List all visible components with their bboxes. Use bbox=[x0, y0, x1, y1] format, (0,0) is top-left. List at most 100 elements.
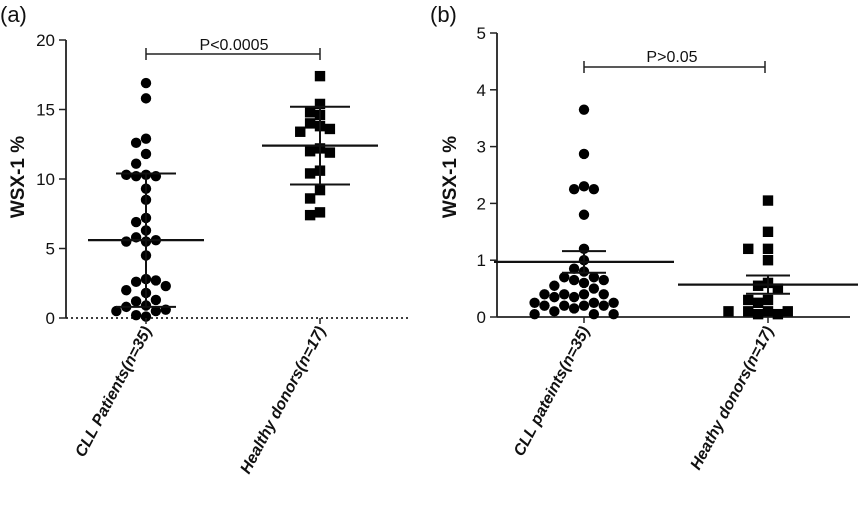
panel-a-series-0-point-27 bbox=[130, 296, 142, 307]
panel-a-series-1-point-1 bbox=[314, 98, 326, 110]
panel-b-y-tick-label-2: 2 bbox=[477, 194, 486, 213]
panel-b-series-0-point-32 bbox=[588, 308, 600, 320]
panel-b-series-0-point-27 bbox=[559, 300, 570, 311]
panel-a-series-1-point-7 bbox=[295, 126, 306, 137]
panel-b-significance-label: P>0.05 bbox=[646, 49, 697, 66]
panel-a-series-1-point-13 bbox=[314, 184, 326, 196]
panel-a-series-0-point-3 bbox=[130, 137, 142, 149]
panel-b-y-axis-title: WSX-1 % bbox=[440, 136, 461, 218]
panel-b: (b) WSX-1 % 0 1 2 3 4 5 P>0.05 CLL pateints(n… bbox=[430, 2, 858, 473]
panel-b-series-0-point-21 bbox=[568, 291, 580, 303]
panel-b-series-0-point-24 bbox=[608, 297, 619, 308]
panel-b-series-0-point-2 bbox=[578, 181, 590, 192]
panel-b-series-1-point-8 bbox=[762, 294, 774, 306]
panel-b-series-1-point-11 bbox=[762, 306, 774, 317]
panel-a-series-1-point-14 bbox=[304, 193, 316, 204]
panel-b-series-1-point-7 bbox=[772, 283, 784, 294]
panel-b-series-1-point-14 bbox=[723, 306, 734, 317]
panel-a-series-0-point-24 bbox=[121, 285, 132, 296]
panel-b-series-0-point-11 bbox=[559, 272, 570, 283]
panel-a-series-0-point-34 bbox=[140, 311, 152, 322]
panel-a-series-0-point-18 bbox=[121, 236, 132, 247]
panel-a-y-axis-title: WSX-1 % bbox=[8, 136, 29, 218]
panel-b-series-1-point-0 bbox=[762, 195, 774, 206]
panel-b-series-0-point-17 bbox=[578, 289, 590, 300]
panel-a-series-0-point-28 bbox=[150, 294, 162, 306]
panel-a-y-tick-label-4: 20 bbox=[36, 31, 55, 50]
panel-b-y-tick-label-5: 5 bbox=[477, 24, 486, 43]
panel-b-series-1-point-4 bbox=[762, 255, 774, 266]
panel-b-series-0-point-28 bbox=[598, 300, 609, 311]
panel-a-y-tick-label-2: 10 bbox=[36, 170, 55, 189]
panel-a-series-0-point-0 bbox=[140, 77, 152, 89]
panel-a-series-0-point-25 bbox=[160, 280, 171, 292]
panel-b-series-0-point-16 bbox=[588, 283, 600, 294]
panel-a-y-tick-label-1: 5 bbox=[46, 240, 55, 259]
panel-b-series-0-point-14 bbox=[578, 277, 590, 289]
panel-a-series-1-point-0 bbox=[314, 70, 326, 82]
panel-b-y-tick-label-3: 3 bbox=[477, 138, 486, 157]
panel-b-series-0-point-26 bbox=[578, 300, 590, 311]
panel-b-series-1-point-15 bbox=[752, 308, 764, 320]
panel-b-series-0-point-18 bbox=[559, 289, 570, 300]
panel-b-label: (b) bbox=[430, 2, 457, 27]
panel-b-series-1-point-2 bbox=[762, 243, 774, 255]
panel-a-series-1-point-9 bbox=[304, 146, 316, 157]
panel-b-series-1-point-13 bbox=[782, 306, 793, 317]
panel-b-series-0-point-5 bbox=[578, 209, 590, 220]
panel-a-series-0-point-1 bbox=[140, 93, 152, 104]
panel-b-y-tick-label-1: 1 bbox=[477, 251, 486, 270]
panel-a-y-tick-label-0: 0 bbox=[46, 309, 55, 328]
panel-b-series-0-point-3 bbox=[568, 184, 580, 195]
panel-a-significance-label: P<0.0005 bbox=[200, 37, 269, 54]
panel-a-category-label-1: Healthy donors(n=17) bbox=[238, 324, 330, 477]
panel-b-series-1-point-6 bbox=[752, 280, 764, 291]
panel-b-series-0-point-0 bbox=[578, 104, 590, 115]
panel-b-series-0-point-29 bbox=[539, 300, 550, 311]
panel-b-series-1-point-9 bbox=[743, 294, 754, 306]
panel-a-series-0-point-4 bbox=[140, 148, 152, 160]
panel-b-y-tick-label-0: 0 bbox=[477, 308, 486, 327]
panel-b-series-0-point-31 bbox=[549, 306, 560, 317]
panel-a-series-0-point-2 bbox=[140, 133, 152, 144]
panel-a-series-0-point-13 bbox=[130, 216, 142, 228]
panel-b-series-0-point-10 bbox=[588, 272, 600, 283]
panel-a-category-label-0: CLL Patients(n=35) bbox=[72, 324, 155, 460]
panel-b-y-tick-label-4: 4 bbox=[477, 81, 486, 100]
panel-b-category-label-0: CLL pateints(n=35) bbox=[511, 324, 594, 459]
panel-a-label: (a) bbox=[0, 2, 27, 27]
panel-b-series-0-point-1 bbox=[578, 148, 590, 160]
panel-b-series-0-point-25 bbox=[529, 297, 540, 308]
panel-a-series-0-point-32 bbox=[111, 305, 122, 317]
panel-a-series-0-point-5 bbox=[130, 158, 142, 169]
panel-a-series-1-point-12 bbox=[304, 168, 316, 179]
panel-a-series-1-point-15 bbox=[314, 207, 326, 218]
panel-a-series-0-point-8 bbox=[121, 169, 132, 181]
panel-b-series-0-point-22 bbox=[549, 291, 560, 303]
panel-b-series-1-point-1 bbox=[762, 226, 774, 237]
panel-b-series-0-point-23 bbox=[588, 297, 600, 308]
panel-b-category-label-1: Heathy donors(n=17) bbox=[688, 324, 778, 473]
panel-a-series-1-point-16 bbox=[304, 209, 316, 221]
panel-a-series-1-point-4 bbox=[304, 118, 316, 129]
panel-a-series-1-point-2 bbox=[304, 107, 316, 118]
panel-b-series-0-point-33 bbox=[608, 308, 619, 320]
panel-b-series-0-point-8 bbox=[568, 263, 580, 274]
panel-b-series-0-point-30 bbox=[568, 303, 580, 314]
panel-a-series-0-point-33 bbox=[130, 310, 142, 321]
panel-b-series-0-point-34 bbox=[529, 308, 540, 320]
panel-b-series-0-point-19 bbox=[598, 289, 609, 300]
panel-b-series-0-point-15 bbox=[549, 280, 560, 291]
panel-b-series-1-point-3 bbox=[743, 243, 754, 255]
panel-b-series-1-point-12 bbox=[743, 306, 754, 317]
panel-a-series-1-point-6 bbox=[324, 123, 336, 135]
panel-b-series-0-point-20 bbox=[539, 289, 550, 300]
panel-a-series-0-point-31 bbox=[150, 305, 162, 317]
panel-a: (a) WSX-1 % 0 5 10 15 20 P<0.0005 CLL Patien… bbox=[0, 2, 408, 477]
panel-a-series-0-point-21 bbox=[130, 276, 142, 288]
panel-b-series-1-point-16 bbox=[772, 308, 784, 320]
panel-a-series-1-point-10 bbox=[324, 147, 336, 158]
panel-b-series-0-point-12 bbox=[568, 274, 580, 286]
panel-b-series-0-point-13 bbox=[598, 274, 609, 286]
